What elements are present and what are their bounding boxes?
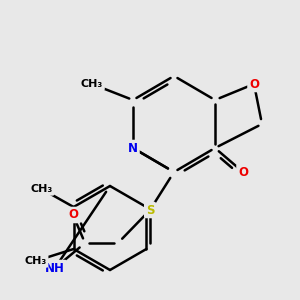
Text: O: O xyxy=(249,77,259,91)
Text: O: O xyxy=(68,208,78,221)
Text: CH₃: CH₃ xyxy=(81,79,103,89)
Text: CH₃: CH₃ xyxy=(25,256,47,266)
Text: O: O xyxy=(238,166,248,178)
Text: N: N xyxy=(128,142,138,154)
Text: S: S xyxy=(146,203,154,217)
Text: CH₃: CH₃ xyxy=(31,184,53,194)
Text: NH: NH xyxy=(45,262,65,275)
